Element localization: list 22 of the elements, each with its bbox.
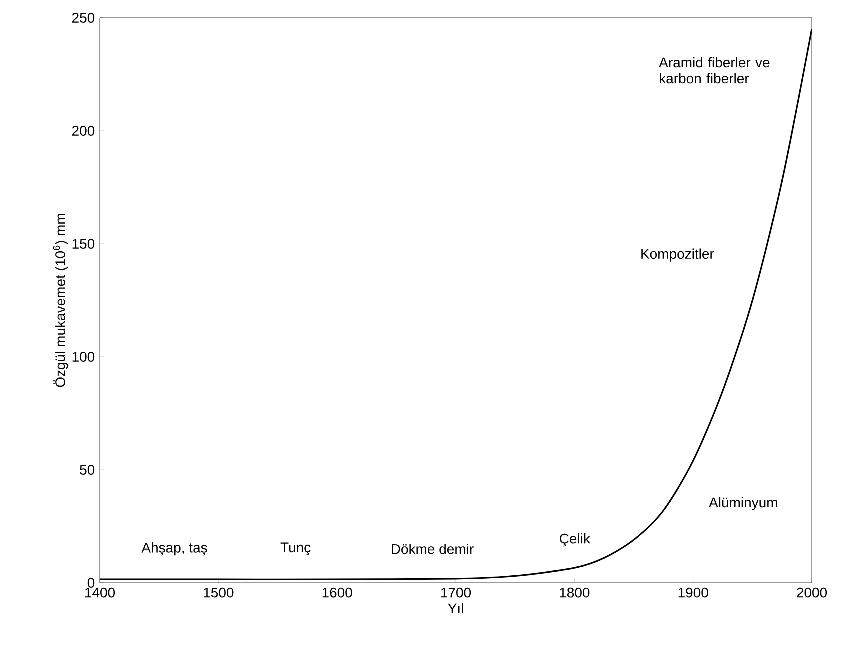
x-axis-title: Yıl [448, 603, 464, 614]
x-tick-label: 1800 [560, 588, 590, 598]
annotation: Ahşap, taş [142, 542, 208, 556]
x-tick-label: 1500 [204, 588, 234, 598]
x-tick-label: 1900 [678, 588, 708, 598]
y-tick-label: 200 [72, 126, 95, 136]
annotation: Dökme demir [392, 544, 474, 554]
y-axis-title: Özgül mukavemet (10$^{6}$) mm [53, 214, 68, 388]
x-tick-label: 2000 [797, 588, 828, 598]
y-tick-label: 150 [72, 239, 95, 249]
y-tick-label: 100 [72, 352, 95, 362]
y-tick-label: 250 [72, 13, 95, 23]
x-tick-label: 1600 [322, 588, 352, 598]
y-tick-label: 0 [88, 578, 95, 588]
x-tick-label: 1700 [441, 588, 472, 598]
annotation: Tunç [280, 542, 311, 556]
annotation: Çelik [560, 534, 590, 547]
x-tick-label: 1400 [85, 588, 116, 598]
annotation: Kompozitler [642, 248, 714, 262]
annotation: Alüminyum [709, 497, 778, 510]
y-tick-label: 50 [80, 465, 95, 475]
annotation: Aramid fiberler ve karbon fiberler [659, 57, 770, 84]
